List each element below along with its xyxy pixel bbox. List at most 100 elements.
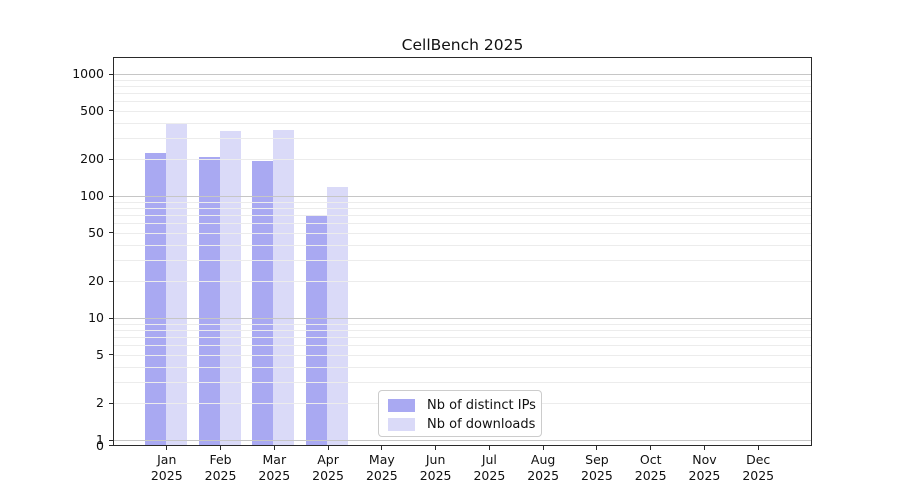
x-tick-month: Oct: [639, 452, 662, 467]
x-tick-year: 2025: [527, 467, 560, 483]
x-tick-year: 2025: [258, 467, 291, 483]
y-axis-tick-label: 2: [96, 395, 104, 411]
x-tick-mark: [327, 445, 329, 450]
x-tick-year: 2025: [742, 467, 775, 483]
y-axis-tick-label: 5: [96, 346, 104, 362]
y-axis-tick-label: 500: [80, 102, 104, 118]
gridline-minor: [114, 232, 811, 234]
y-tick-mark: [109, 158, 113, 160]
y-tick-mark: [109, 110, 113, 112]
x-axis-tick-label: Mar 2025: [234, 452, 314, 483]
gridline-minor: [114, 259, 811, 261]
legend-label-downloads: Nb of downloads: [427, 417, 536, 432]
x-tick-mark: [435, 445, 437, 450]
x-tick-month: Jul: [481, 452, 497, 467]
x-axis-tick-label: Dec 2025: [718, 452, 798, 483]
x-tick-month: Mar: [262, 452, 287, 467]
y-tick-mark: [109, 402, 113, 404]
legend-swatch-distinct-ips: [388, 399, 415, 412]
gridline-minor: [114, 345, 811, 347]
gridline-minor: [114, 336, 811, 338]
y-tick-mark: [109, 232, 113, 234]
x-tick-mark: [488, 445, 490, 450]
gridline-minor: [114, 281, 811, 283]
gridline-minor: [114, 85, 811, 87]
bar-distinct-ips: [144, 152, 166, 445]
x-axis-tick-label: Jul 2025: [449, 452, 529, 483]
x-axis-tick-label: Nov 2025: [664, 452, 744, 483]
y-axis-tick-label: 100: [80, 188, 104, 203]
y-tick-mark: [109, 195, 113, 197]
x-tick-month: Aug: [530, 452, 556, 467]
x-axis-tick-label: Sep 2025: [557, 452, 637, 483]
x-tick-year: 2025: [150, 467, 183, 483]
gridline-major: [114, 196, 811, 197]
x-axis-tick-label: Oct 2025: [611, 452, 691, 483]
gridline-minor: [114, 110, 811, 112]
gridline-minor: [114, 354, 811, 356]
bar-downloads: [327, 186, 349, 445]
y-axis-tick-label: 1: [96, 432, 104, 447]
x-tick-month: Jun: [425, 452, 446, 467]
x-axis-tick-label: May 2025: [342, 452, 422, 483]
y-tick-mark: [109, 317, 113, 319]
gridline-minor: [114, 201, 811, 203]
gridline-minor: [114, 214, 811, 216]
gridline-minor: [114, 244, 811, 246]
legend-swatch-downloads: [388, 418, 415, 431]
x-tick-mark: [596, 445, 598, 450]
x-tick-mark: [220, 445, 222, 450]
legend-item-downloads: Nb of downloads: [379, 415, 541, 434]
x-tick-year: 2025: [581, 467, 613, 483]
gridline-minor: [114, 79, 811, 81]
x-tick-month: Apr: [317, 452, 339, 467]
x-axis-tick-label: Feb 2025: [181, 452, 261, 483]
x-tick-mark: [650, 445, 652, 450]
legend-label-distinct-ips: Nb of distinct IPs: [427, 398, 536, 413]
y-axis-tick-label: 200: [80, 151, 104, 167]
x-axis-tick-label: Jan 2025: [127, 452, 207, 483]
y-tick-mark: [109, 439, 113, 441]
y-axis-tick-label: 10: [88, 310, 104, 325]
gridline-minor: [114, 366, 811, 368]
gridline-minor: [114, 207, 811, 209]
bar-distinct-ips: [198, 156, 220, 445]
x-tick-mark: [166, 445, 168, 450]
gridline-minor: [114, 137, 811, 139]
bar-distinct-ips: [252, 160, 274, 445]
gridline-minor: [114, 101, 811, 103]
x-tick-mark: [542, 445, 544, 450]
x-tick-year: 2025: [473, 467, 506, 483]
x-tick-month: Nov: [692, 452, 717, 467]
x-tick-month: May: [368, 452, 395, 467]
gridline-minor: [114, 381, 811, 383]
x-tick-year: 2025: [688, 467, 721, 483]
x-tick-mark: [703, 445, 705, 450]
legend-item-distinct-ips: Nb of distinct IPs: [379, 396, 541, 415]
x-tick-mark: [381, 445, 383, 450]
y-axis-tick-label: 50: [88, 224, 104, 240]
gridline-minor: [114, 92, 811, 94]
x-axis-tick-label: Jun 2025: [396, 452, 476, 483]
bar-downloads: [165, 123, 187, 445]
y-axis-tick-label: 20: [88, 273, 104, 289]
x-tick-year: 2025: [365, 467, 398, 483]
bar-downloads: [219, 131, 241, 445]
x-axis-tick-label: Apr 2025: [288, 452, 368, 483]
gridline-minor: [114, 159, 811, 161]
plot-area: [113, 57, 812, 446]
bar-downloads: [273, 130, 295, 445]
y-axis-tick-label: 0: [96, 437, 104, 453]
x-tick-year: 2025: [634, 467, 667, 483]
x-tick-year: 2025: [419, 467, 452, 483]
gridline-minor: [114, 329, 811, 331]
x-axis-tick-label: Aug 2025: [503, 452, 583, 483]
x-tick-mark: [757, 445, 759, 450]
y-tick-mark: [109, 73, 113, 75]
x-tick-month: Jan: [157, 452, 177, 467]
gridline-minor: [114, 122, 811, 124]
gridline-major: [114, 440, 811, 441]
y-tick-mark: [109, 445, 113, 446]
y-tick-mark: [109, 354, 113, 356]
